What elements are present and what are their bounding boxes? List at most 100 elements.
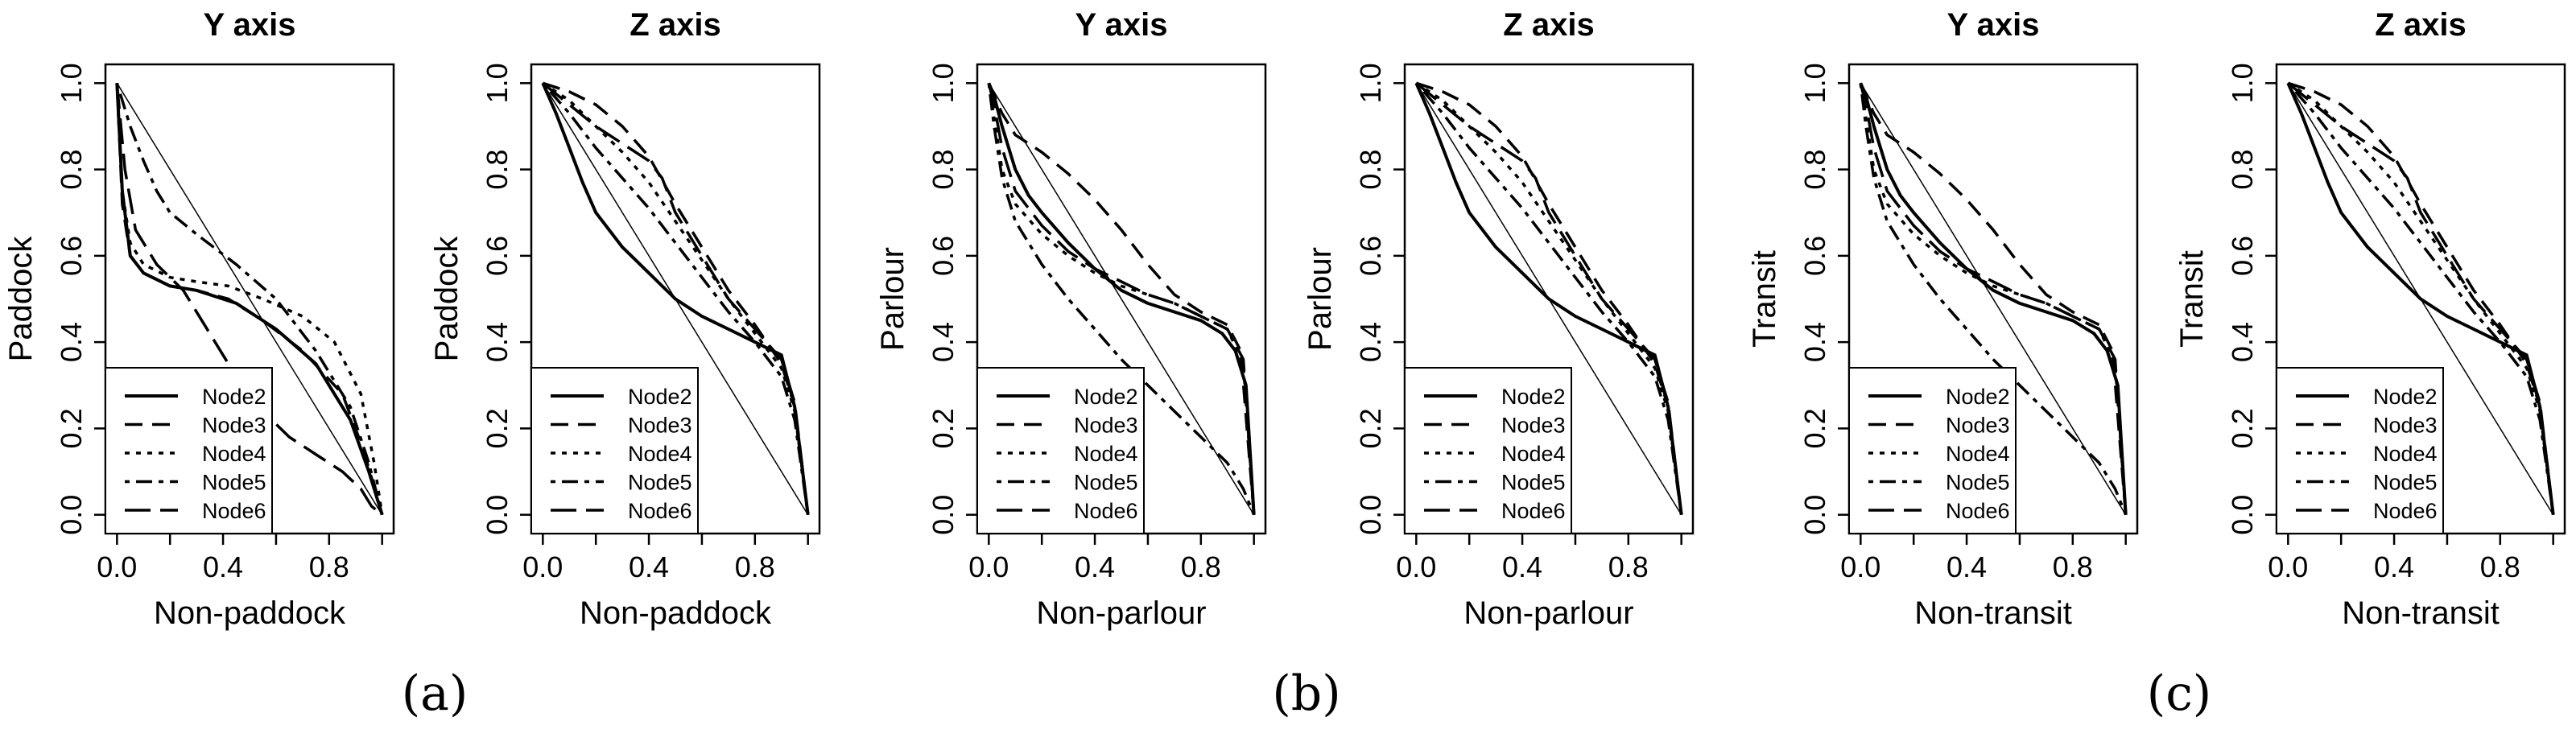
y-axis-label: Paddock [429,236,464,362]
legend-label: Node5 [1946,471,2010,495]
subfigure-caption: (a) [402,666,469,722]
legend-label: Node4 [202,442,266,466]
legend-label: Node2 [1501,385,1566,409]
legend-label: Node5 [202,471,266,495]
legend-label: Node3 [202,414,266,438]
series-line-node6 [115,83,383,517]
y-tick-label: 0.4 [1798,322,1831,362]
series-line-node4 [115,83,384,515]
subfigure-caption: (b) [1272,666,1340,722]
x-tick-label: 0.8 [2053,550,2093,583]
x-axis-label: Non-paddock [580,595,772,631]
chart-title: Y axis [1947,7,2040,43]
y-tick-label: 0.8 [481,150,514,190]
series-line-node5 [1414,82,1683,515]
legend: Node2 Node3 Node4 Node5 Node6 [105,367,273,534]
x-tick-label: 0.4 [1946,550,1987,583]
legend-label: Node5 [628,471,692,495]
legend-label: Node3 [628,414,692,438]
legend: Node2 Node3 Node4 Node5 Node6 [1404,367,1572,534]
legend-label: Node5 [1074,471,1138,495]
y-tick-label: 0.0 [481,495,514,535]
series-line-node4 [2287,81,2555,515]
legend-label: Node3 [1501,414,1566,438]
y-tick-label: 0.6 [481,236,514,276]
y-tick-label: 0.4 [2226,322,2259,362]
legend: Node2 Node3 Node4 Node5 Node6 [2276,367,2444,534]
y-tick-label: 0.0 [1354,495,1387,535]
x-axis-label: Non-parlour [1463,595,1633,631]
x-tick-label: 0.0 [1396,550,1436,583]
y-tick-label: 0.8 [1354,150,1387,190]
legend-label: Node3 [1946,414,2010,438]
x-axis-label: Non-transit [2342,595,2500,631]
series-line-node6 [542,81,810,515]
x-tick-label: 0.4 [1502,550,1542,583]
series-line-node3 [2287,81,2555,515]
y-tick-label: 1.0 [927,63,960,103]
y-tick-label: 0.6 [1354,236,1387,276]
y-tick-label: 0.8 [2226,150,2259,190]
x-tick-label: 0.0 [522,550,563,583]
y-tick-label: 1.0 [1354,63,1387,103]
series-line-node5 [541,82,810,515]
y-axis-label: Transit [1747,250,1782,348]
legend-label: Node6 [628,499,692,523]
legend-label: Node6 [1946,499,2010,523]
legend-label: Node2 [1946,385,2010,409]
y-tick-label: 0.8 [1798,150,1831,190]
y-axis-label: Paddock [3,236,39,362]
series-line-node5 [987,83,1256,516]
x-axis-label: Non-parlour [1036,595,1206,631]
y-tick-label: 0.4 [481,322,514,362]
series-line-node4 [987,83,1256,515]
series-line-node2 [1859,82,2128,515]
y-tick-label: 0.8 [55,150,88,190]
y-tick-label: 0.0 [1798,495,1831,535]
legend-label: Node3 [2373,414,2438,438]
chart-panel: Y axis 0.0 0.4 0.8 0.0 0.2 0.4 0.6 0.8 1.0 Non-par… [875,7,1267,631]
y-tick-label: 1.0 [1798,63,1831,103]
series-line-node5 [1859,83,2128,516]
y-tick-label: 0.2 [2226,408,2259,448]
legend: Node2 Node3 Node4 Node5 Node6 [1848,367,2017,534]
series-line-node4 [1859,83,2128,515]
legend-label: Node2 [202,385,266,409]
y-tick-label: 0.2 [55,408,88,448]
x-tick-label: 0.0 [2268,550,2308,583]
legend-label: Node2 [2373,385,2438,409]
y-tick-label: 0.6 [55,236,88,276]
series-line-node3 [115,83,384,516]
x-axis-label: Non-paddock [154,595,346,631]
y-tick-label: 0.4 [55,322,88,362]
x-tick-label: 0.8 [309,550,349,583]
series-line-node2 [115,83,384,516]
y-tick-label: 0.6 [1798,236,1831,276]
y-tick-label: 0.2 [1354,408,1387,448]
y-tick-label: 1.0 [481,63,514,103]
x-tick-label: 0.4 [203,550,243,583]
chart-panel: Z axis 0.0 0.4 0.8 0.0 0.2 0.4 0.6 0.8 1.0 Non-pad… [429,7,821,631]
y-tick-label: 1.0 [55,63,88,103]
series-line-node3 [542,81,810,515]
chart-title: Y axis [1075,7,1168,43]
x-tick-label: 0.4 [1075,550,1115,583]
x-tick-label: 0.8 [1181,550,1221,583]
legend-label: Node4 [1501,442,1566,466]
reference-diagonal [116,82,383,516]
y-axis-label: Parlour [875,247,910,351]
series-line-node5 [2286,82,2555,515]
y-axis-label: Transit [2174,250,2210,348]
y-tick-label: 0.4 [927,322,960,362]
y-tick-label: 0.0 [927,495,960,535]
x-tick-label: 0.8 [2480,550,2520,583]
x-tick-label: 0.0 [1840,550,1880,583]
chart-panel: Z axis 0.0 0.4 0.8 0.0 0.2 0.4 0.6 0.8 1.0 Non-tra… [2174,7,2566,631]
legend-label: Node6 [2373,499,2438,523]
y-tick-label: 0.4 [1354,322,1387,362]
legend-label: Node6 [202,499,266,523]
series-line-node6 [1415,81,1683,515]
series-line-node6 [1859,82,2128,515]
legend: Node2 Node3 Node4 Node5 Node6 [976,367,1145,534]
